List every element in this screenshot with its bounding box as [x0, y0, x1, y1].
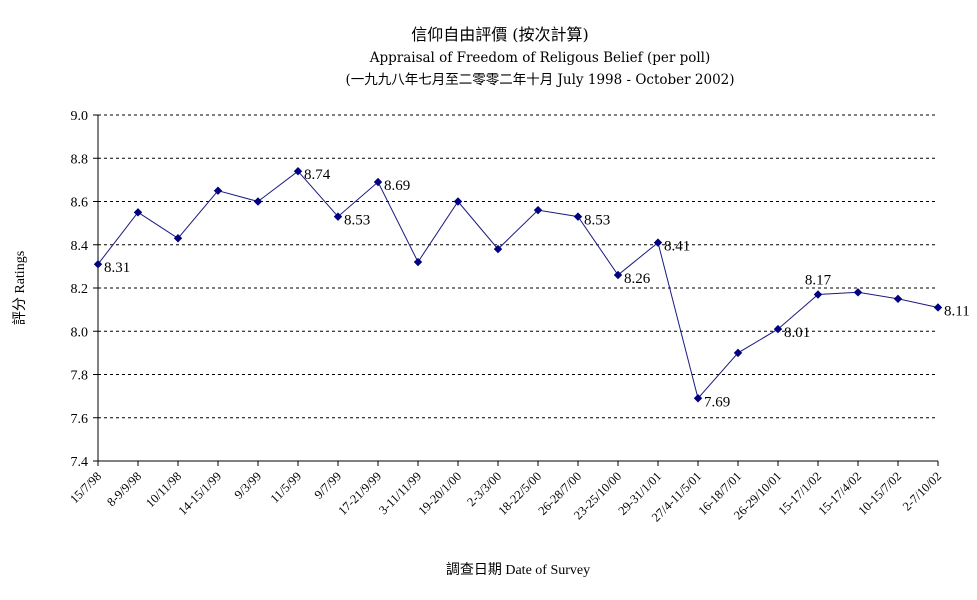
data-point: [653, 238, 663, 247]
series-line: [97, 170, 939, 400]
chart-subtitle-2: (一九九八年七月至二零零二年十月 July 1998 - October 200…: [345, 72, 734, 88]
data-point: [413, 257, 423, 267]
x-tick-label: 8-9/9/98: [104, 469, 144, 509]
y-axis-label: 評分 Ratings: [12, 251, 28, 325]
x-tick-label: 17-21/9/99: [335, 469, 384, 518]
axes: [93, 114, 939, 466]
x-tick-label: 2-7/10/02: [900, 469, 944, 513]
data-label: 8.26: [624, 271, 651, 287]
x-tick-label: 14-15/1/99: [175, 469, 224, 518]
y-tick-label: 8.2: [71, 282, 89, 297]
data-point: [853, 288, 863, 297]
y-tick-label: 7.4: [71, 455, 89, 470]
data-point: [813, 290, 823, 299]
data-label: 8.53: [344, 213, 370, 229]
data-point: [893, 294, 903, 304]
data-point: [293, 167, 303, 176]
data-point: [693, 394, 703, 403]
data-label: 8.41: [664, 239, 690, 255]
x-tick-label: 15/7/98: [67, 469, 104, 506]
data-label: 8.31: [104, 260, 130, 276]
data-label: 8.01: [784, 325, 810, 341]
data-point: [613, 270, 623, 280]
data-point: [133, 208, 143, 217]
y-tick-label: 8.0: [71, 325, 89, 340]
data-markers: [93, 167, 943, 403]
x-tick-label: 10-15/7/02: [855, 469, 904, 518]
y-tick-label: 9.0: [71, 109, 89, 124]
data-point: [533, 205, 543, 215]
x-tick-label: 9/7/99: [312, 469, 344, 501]
data-point: [773, 324, 783, 334]
y-tick-label: 7.8: [71, 369, 89, 384]
chart-title: 信仰自由評價 (按次計算): [411, 25, 589, 44]
gridlines: [98, 114, 938, 419]
data-point: [493, 244, 503, 254]
y-tick-label: 7.6: [71, 412, 89, 427]
data-point: [733, 348, 743, 358]
data-label: 7.69: [704, 394, 730, 410]
data-point: [373, 177, 383, 187]
data-point: [453, 197, 463, 206]
y-tick-labels: 7.4 7.6 7.8 8.0 8.2 8.4 8.6 8.8 9.0: [71, 109, 89, 470]
y-tick-label: 8.8: [71, 152, 89, 167]
data-point: [213, 186, 223, 195]
y-tick-label: 8.6: [71, 196, 89, 211]
chart-subtitle: Appraisal of Freedom of Religous Belief …: [369, 50, 711, 66]
x-tick-label: 9/3/99: [232, 469, 264, 501]
data-point: [573, 212, 583, 221]
data-label: 8.17: [805, 272, 832, 288]
data-label: 8.53: [584, 213, 610, 229]
data-label: 8.11: [944, 303, 970, 319]
data-point: [253, 197, 263, 206]
data-point: [933, 303, 943, 312]
x-tick-label: 10/11/98: [143, 469, 184, 510]
data-point: [93, 260, 103, 269]
x-tick-label: 2-3/3/00: [464, 469, 504, 509]
x-axis-label: 調查日期 Date of Survey: [446, 562, 590, 578]
data-point: [333, 212, 343, 221]
data-labels: 8.31 8.74 8.53 8.69 8.53 8.26 8.41 7.69 8.01 8.17…: [104, 167, 970, 410]
data-label: 8.74: [304, 167, 331, 183]
data-point: [173, 234, 183, 243]
x-tick-label: 19-20/1/00: [415, 469, 464, 518]
x-tick-label: 11/5/99: [268, 469, 305, 506]
data-label: 8.69: [384, 178, 410, 194]
y-tick-label: 8.4: [71, 239, 89, 254]
